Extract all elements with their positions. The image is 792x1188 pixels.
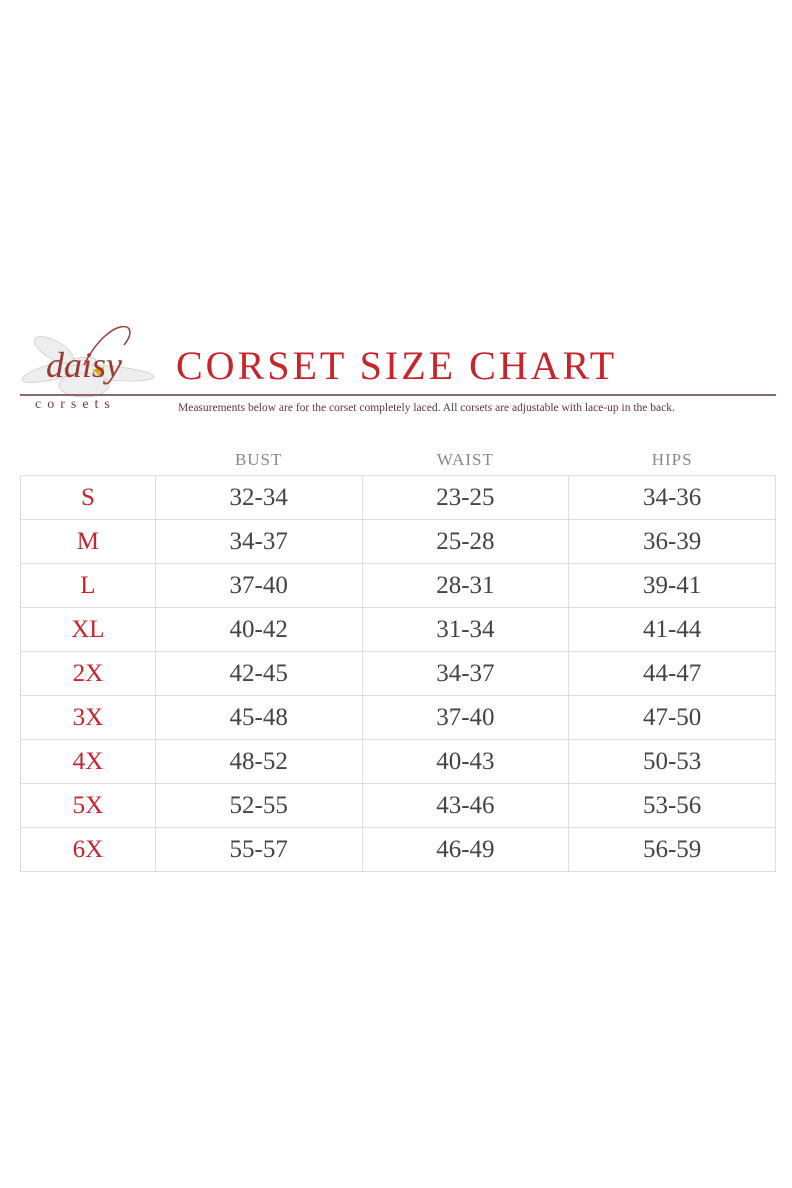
- size-cell: 5X: [20, 783, 156, 828]
- hips-cell: 53-56: [568, 783, 776, 828]
- bust-cell: 34-37: [154, 519, 363, 564]
- hips-cell: 56-59: [568, 827, 776, 872]
- logo-wordmark: corsets: [35, 397, 116, 412]
- title-divider: [20, 394, 776, 396]
- waist-cell: 34-37: [361, 651, 570, 696]
- table-row: 2X 42-45 34-37 44-47: [20, 651, 776, 696]
- waist-cell: 46-49: [361, 827, 570, 872]
- subtitle: Measurements below are for the corset co…: [178, 402, 675, 414]
- size-cell: S: [20, 475, 156, 520]
- header-blank: [21, 444, 156, 476]
- daisy-corsets-logo: daisy: [14, 315, 164, 415]
- hips-cell: 50-53: [568, 739, 776, 784]
- waist-cell: 40-43: [361, 739, 570, 784]
- size-cell: 4X: [20, 739, 156, 784]
- hips-cell: 44-47: [568, 651, 776, 696]
- hips-cell: 41-44: [568, 607, 776, 652]
- bust-cell: 45-48: [154, 695, 363, 740]
- size-cell: 3X: [20, 695, 156, 740]
- header-bust: BUST: [234, 449, 283, 469]
- waist-cell: 43-46: [361, 783, 570, 828]
- bust-cell: 52-55: [154, 783, 363, 828]
- bust-cell: 48-52: [154, 739, 363, 784]
- table-row: M 34-37 25-28 36-39: [20, 519, 776, 564]
- size-cell: M: [20, 519, 156, 564]
- bust-cell: 32-34: [154, 475, 363, 520]
- table-row: S 32-34 23-25 34-36: [20, 475, 776, 520]
- bust-cell: 42-45: [154, 651, 363, 696]
- page-title: CORSET SIZE CHART: [176, 343, 618, 388]
- bust-cell: 55-57: [154, 827, 363, 872]
- bust-cell: 40-42: [154, 607, 363, 652]
- table-row: 4X 48-52 40-43 50-53: [20, 739, 776, 784]
- size-cell: L: [20, 563, 156, 608]
- size-cell: 6X: [20, 827, 156, 872]
- hips-cell: 36-39: [568, 519, 776, 564]
- size-cell: 2X: [20, 651, 156, 696]
- bust-cell: 37-40: [154, 563, 363, 608]
- header-hips: HIPS: [651, 449, 693, 469]
- size-table: BUST WAIST HIPS S 32-34 23-25 34-36 M 34-37 25…: [20, 444, 776, 872]
- hips-cell: 47-50: [568, 695, 776, 740]
- daisy-flower-icon: daisy: [21, 325, 155, 398]
- hips-cell: 39-41: [568, 563, 776, 608]
- size-cell: XL: [20, 607, 156, 652]
- table-row: 5X 52-55 43-46 53-56: [20, 783, 776, 828]
- table-row: XL 40-42 31-34 41-44: [20, 607, 776, 652]
- waist-cell: 28-31: [361, 563, 570, 608]
- hips-cell: 34-36: [568, 475, 776, 520]
- header-row: BUST WAIST HIPS: [21, 444, 776, 476]
- waist-cell: 31-34: [361, 607, 570, 652]
- waist-cell: 25-28: [361, 519, 570, 564]
- header-waist: WAIST: [436, 449, 494, 469]
- table-row: 3X 45-48 37-40 47-50: [20, 695, 776, 740]
- table-row: 6X 55-57 46-49 56-59: [20, 827, 776, 872]
- waist-cell: 23-25: [361, 475, 570, 520]
- table-row: L 37-40 28-31 39-41: [20, 563, 776, 608]
- waist-cell: 37-40: [361, 695, 570, 740]
